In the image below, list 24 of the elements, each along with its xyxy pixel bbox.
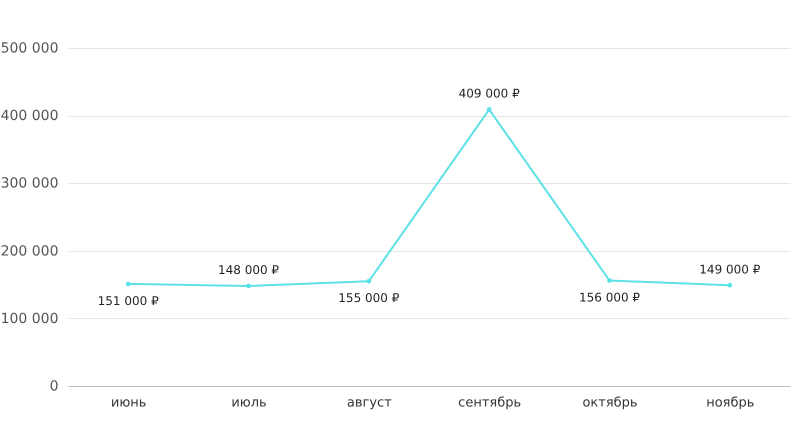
data-label: 409 000 ₽ [458, 86, 520, 101]
x-tick-label: сентябрь [458, 396, 522, 410]
y-tick-label: 500 000 [0, 40, 58, 56]
data-label: 148 000 ₽ [218, 262, 280, 277]
data-label: 149 000 ₽ [699, 262, 761, 276]
y-tick-label: 400 000 [0, 108, 58, 124]
x-tick-label: ноябрь [706, 396, 754, 410]
point [727, 282, 732, 288]
data-label: 156 000 ₽ [578, 290, 640, 305]
y-tick-label: 300 000 [0, 176, 58, 192]
y-tick-label: 0 [50, 378, 58, 394]
point [486, 107, 492, 112]
data-label: 151 000 ₽ [98, 294, 160, 308]
point [366, 278, 372, 284]
point [126, 282, 131, 286]
x-tick-label: октябрь [582, 396, 638, 410]
point [246, 284, 251, 288]
x-tick-label: июнь [110, 396, 146, 410]
y-tick-label: 100 000 [0, 310, 58, 327]
x-tick-label: июль [231, 396, 267, 410]
point [607, 278, 612, 283]
y-tick-label: 200 000 [0, 243, 58, 260]
x-tick-label: август [346, 396, 392, 410]
data-label: 155 000 ₽ [338, 291, 400, 306]
